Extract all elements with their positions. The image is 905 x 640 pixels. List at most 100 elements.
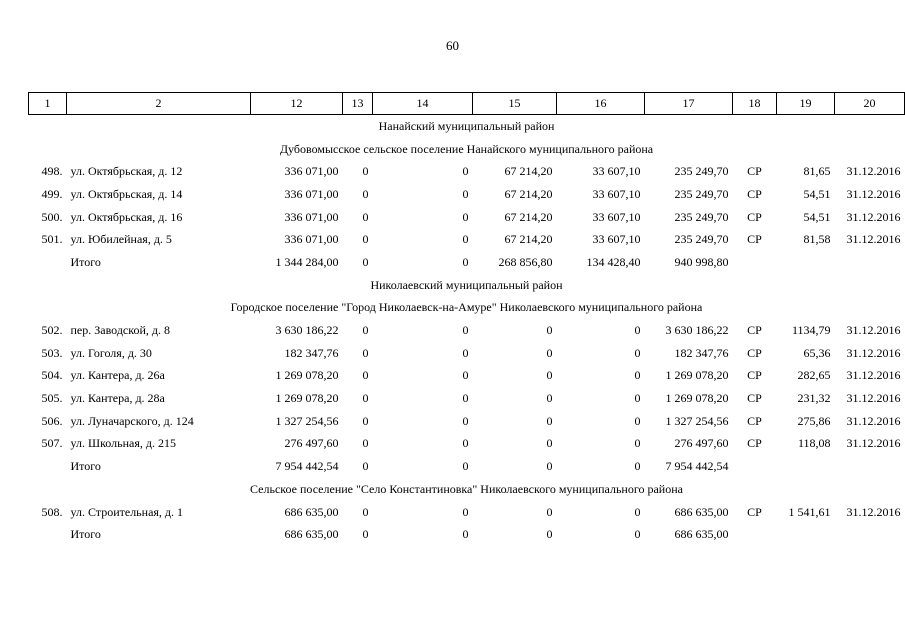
- cell-col12: 1 327 254,56: [275, 413, 339, 428]
- table-row: 504. ул. Кантера, д. 26а 1 269 078,20 0 0 0 0 1…: [29, 365, 905, 388]
- cell-col14: 0: [462, 368, 469, 383]
- cell-col12: 336 071,00: [284, 186, 339, 201]
- cell-col19: 81,65: [803, 164, 831, 179]
- cell-col12: 336 071,00: [284, 164, 339, 179]
- total-col14: 0: [462, 459, 469, 474]
- total-col13: 0: [362, 527, 369, 542]
- cell-col17: 276 497,60: [674, 436, 729, 451]
- empty-cell: [29, 523, 67, 546]
- district-heading: Нанайский муниципальный район: [378, 118, 555, 133]
- cell-col19: 1134,79: [791, 323, 831, 338]
- district-heading-row: Николаевский муниципальный район: [29, 274, 905, 297]
- total-col15: 268 856,80: [498, 254, 553, 269]
- cell-col15: 0: [546, 413, 553, 428]
- address: ул. Гоголя, д. 30: [70, 345, 152, 360]
- empty-cell: [29, 251, 67, 274]
- register-table: 1 2 12 13 14 15 16 17 18 19 20 Нанайский…: [28, 92, 905, 546]
- cell-col19: 231,32: [797, 391, 831, 406]
- empty-cell: [29, 455, 67, 478]
- page-number: 60: [446, 38, 459, 53]
- cell-col14: 0: [462, 232, 469, 247]
- cell-col19: 275,86: [797, 413, 831, 428]
- cell-col16: 0: [634, 368, 641, 383]
- cell-col18: СР: [747, 368, 762, 383]
- table-row: 502. пер. Заводской, д. 8 3 630 186,22 0 0 0 0…: [29, 319, 905, 342]
- col-header: 1: [28, 92, 67, 115]
- empty-cell: [777, 523, 835, 546]
- cell-col20: 31.12.2016: [846, 368, 901, 383]
- address: ул. Строительная, д. 1: [70, 504, 184, 519]
- row-number: 500.: [41, 209, 63, 224]
- cell-col14: 0: [462, 436, 469, 451]
- table-row: 498. ул. Октябрьская, д. 12 336 071,00 0 0 67…: [29, 160, 905, 183]
- cell-col14: 0: [462, 504, 469, 519]
- district-heading: Николаевский муниципальный район: [370, 277, 563, 292]
- cell-col14: 0: [462, 186, 469, 201]
- cell-col15: 0: [546, 368, 553, 383]
- cell-col19: 54,51: [803, 209, 831, 224]
- cell-col13: 0: [362, 232, 369, 247]
- row-number: 508.: [41, 504, 63, 519]
- total-col14: 0: [462, 527, 469, 542]
- address: ул. Кантера, д. 26а: [70, 368, 165, 383]
- row-number: 498.: [41, 164, 63, 179]
- col-header: 13: [342, 92, 373, 115]
- empty-cell: [777, 455, 835, 478]
- total-col12: 686 635,00: [284, 527, 339, 542]
- cell-col14: 0: [462, 323, 469, 338]
- empty-cell: [733, 523, 777, 546]
- address: ул. Октябрьская, д. 16: [70, 209, 183, 224]
- total-col15: 0: [546, 459, 553, 474]
- empty-cell: [777, 251, 835, 274]
- cell-col17: 235 249,70: [674, 186, 729, 201]
- cell-col13: 0: [362, 413, 369, 428]
- cell-col15: 0: [546, 436, 553, 451]
- empty-cell: [835, 251, 905, 274]
- cell-col20: 31.12.2016: [846, 345, 901, 360]
- cell-col18: СР: [747, 186, 762, 201]
- settlement-heading: Городское поселение "Город Николаевск-на…: [230, 300, 703, 315]
- cell-col20: 31.12.2016: [846, 209, 901, 224]
- total-label: Итого: [70, 254, 101, 269]
- cell-col16: 33 607,10: [592, 232, 641, 247]
- cell-col15: 67 214,20: [504, 232, 553, 247]
- settlement-heading: Дубовомысское сельское поселение Нанайск…: [279, 141, 654, 156]
- cell-col19: 118,08: [797, 436, 831, 451]
- cell-col18: СР: [747, 323, 762, 338]
- cell-col12: 336 071,00: [284, 209, 339, 224]
- table-row: 501. ул. Юбилейная, д. 5 336 071,00 0 0 67 21…: [29, 228, 905, 251]
- cell-col18: СР: [747, 413, 762, 428]
- cell-col13: 0: [362, 436, 369, 451]
- row-number: 504.: [41, 368, 63, 383]
- cell-col16: 33 607,10: [592, 186, 641, 201]
- cell-col19: 282,65: [797, 368, 831, 383]
- total-col12: 1 344 284,00: [275, 254, 339, 269]
- settlement-heading-row: Городское поселение "Город Николаевск-на…: [29, 297, 905, 320]
- table-row: 500. ул. Октябрьская, д. 16 336 071,00 0 0 67…: [29, 206, 905, 229]
- cell-col13: 0: [362, 323, 369, 338]
- col-header: 20: [834, 92, 905, 115]
- cell-col17: 182 347,76: [674, 345, 729, 360]
- total-col12: 7 954 442,54: [275, 459, 339, 474]
- cell-col16: 0: [634, 504, 641, 519]
- col-header: 17: [644, 92, 733, 115]
- row-number: 503.: [41, 345, 63, 360]
- cell-col17: 1 269 078,20: [665, 391, 729, 406]
- total-row: Итого 1 344 284,00 0 0 268 856,80 134 428,40 9…: [29, 251, 905, 274]
- column-header-row: 1 2 12 13 14 15 16 17 18 19 20: [28, 92, 905, 115]
- col-header: 12: [250, 92, 343, 115]
- cell-col15: 67 214,20: [504, 209, 553, 224]
- row-number: 502.: [41, 323, 63, 338]
- cell-col15: 67 214,20: [504, 164, 553, 179]
- col-header: 16: [556, 92, 645, 115]
- cell-col13: 0: [362, 391, 369, 406]
- cell-col16: 0: [634, 323, 641, 338]
- cell-col20: 31.12.2016: [846, 504, 901, 519]
- cell-col13: 0: [362, 186, 369, 201]
- col-header: 18: [732, 92, 777, 115]
- cell-col18: СР: [747, 504, 762, 519]
- cell-col20: 31.12.2016: [846, 436, 901, 451]
- cell-col19: 65,36: [803, 345, 831, 360]
- settlement-heading-row: Сельское поселение "Село Константиновка"…: [29, 478, 905, 501]
- total-col13: 0: [362, 459, 369, 474]
